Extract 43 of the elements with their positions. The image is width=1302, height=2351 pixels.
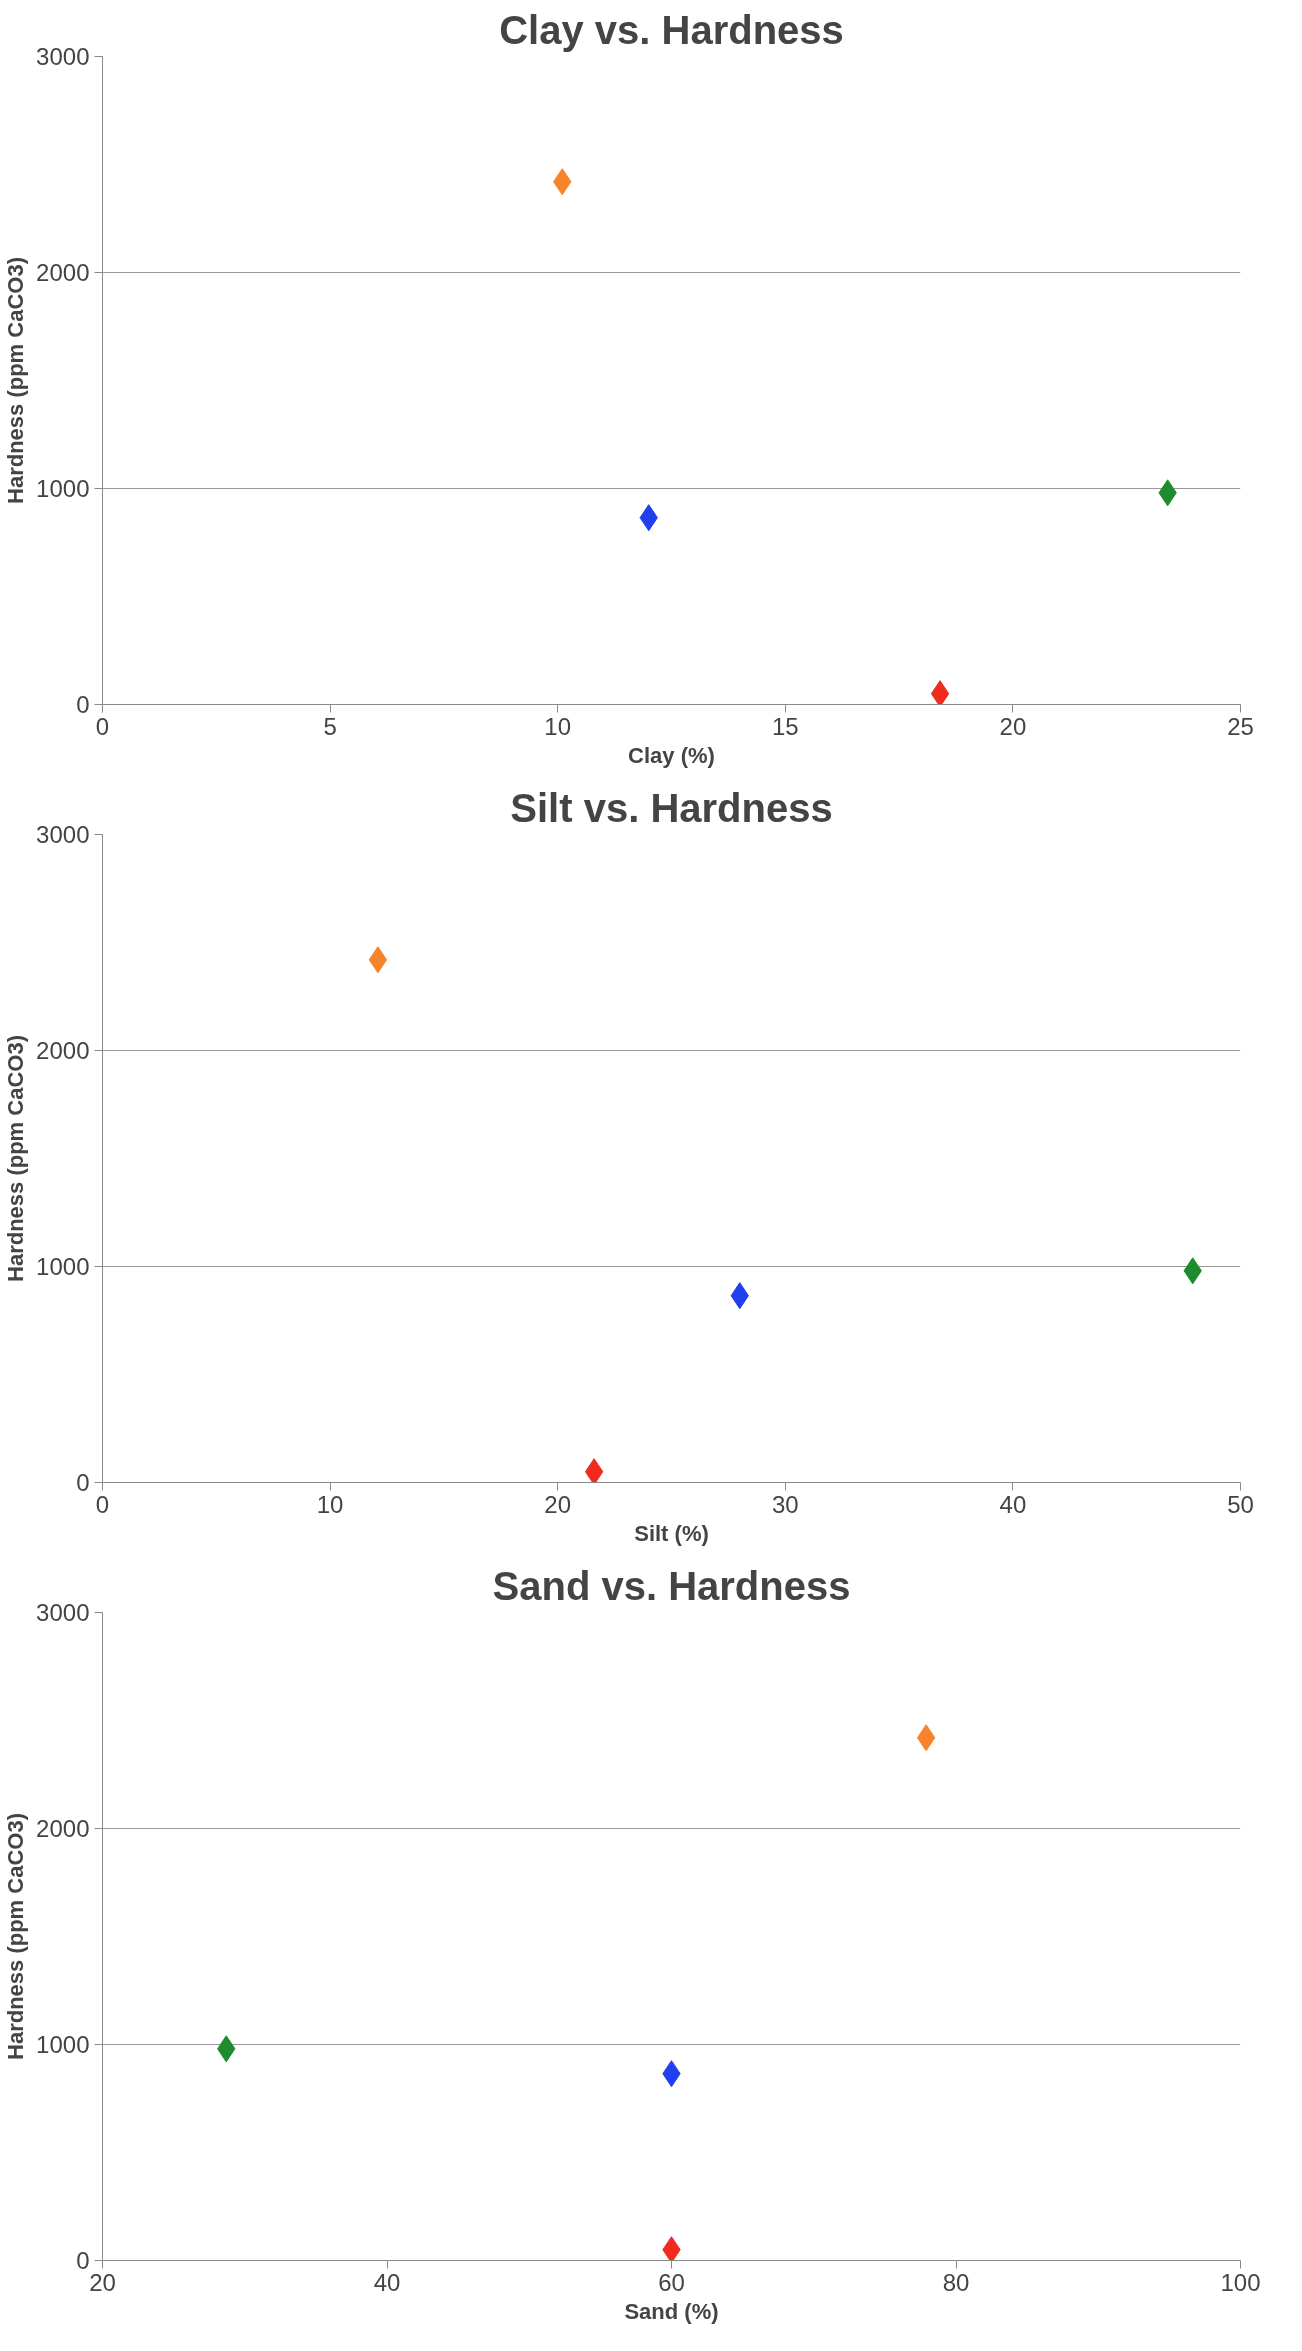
point <box>584 1458 604 1483</box>
y-tick-label: 2000 <box>36 1037 90 1064</box>
y-tick-label: 3000 <box>36 43 90 70</box>
x-tick-label: 5 <box>323 712 337 740</box>
y-axis-title: Hardness (ppm CaCO3) <box>3 1035 29 1282</box>
x-axis-title: Clay (%) <box>628 742 715 768</box>
y-tick-label: 1000 <box>36 2031 90 2058</box>
x-tick-label: 50 <box>1227 1490 1254 1518</box>
x-tick-label: 40 <box>373 2268 401 2296</box>
point <box>916 1724 936 1752</box>
x-tick-label: 30 <box>771 1490 799 1518</box>
x-tick-label: 80 <box>942 2268 970 2296</box>
y-tick-label: 1000 <box>36 475 90 502</box>
x-tick-label: 0 <box>95 712 110 740</box>
chart-title: Silt vs. Hardness <box>510 785 833 830</box>
x-axis-title: Silt (%) <box>634 1520 709 1546</box>
y-tick-label: 0 <box>76 2247 90 2274</box>
y-tick-label: 2000 <box>36 259 90 286</box>
x-tick-label: 10 <box>316 1490 344 1518</box>
chart-title: Sand vs. Hardness <box>492 1563 851 1608</box>
y-axis-title: Hardness (ppm CaCO3) <box>3 1813 29 2060</box>
x-tick-label: 20 <box>544 1490 572 1518</box>
y-tick-label: 2000 <box>36 1815 90 1842</box>
y-tick-label: 1000 <box>36 1253 90 1280</box>
x-tick-label: 10 <box>544 712 572 740</box>
y-tick-label: 0 <box>76 691 90 718</box>
y-tick-label: 0 <box>76 1469 90 1496</box>
chart-title: Clay vs. Hardness <box>499 7 844 52</box>
y-axis-title: Hardness (ppm CaCO3) <box>3 257 29 504</box>
x-tick-label: 0 <box>95 1490 110 1518</box>
x-tick-label: 60 <box>658 2268 685 2296</box>
point <box>930 680 950 705</box>
y-tick-label: 3000 <box>36 821 90 848</box>
x-tick-label: 100 <box>1220 2268 1261 2296</box>
x-tick-label: 25 <box>1227 712 1254 740</box>
x-tick-label: 20 <box>89 2268 116 2296</box>
point <box>662 2236 681 2261</box>
x-axis-title: Sand (%) <box>624 2298 719 2324</box>
x-tick-label: 15 <box>771 712 799 740</box>
x-tick-label: 40 <box>999 1490 1027 1518</box>
x-tick-label: 20 <box>999 712 1027 740</box>
point <box>368 946 388 974</box>
y-tick-label: 3000 <box>36 1599 90 1626</box>
